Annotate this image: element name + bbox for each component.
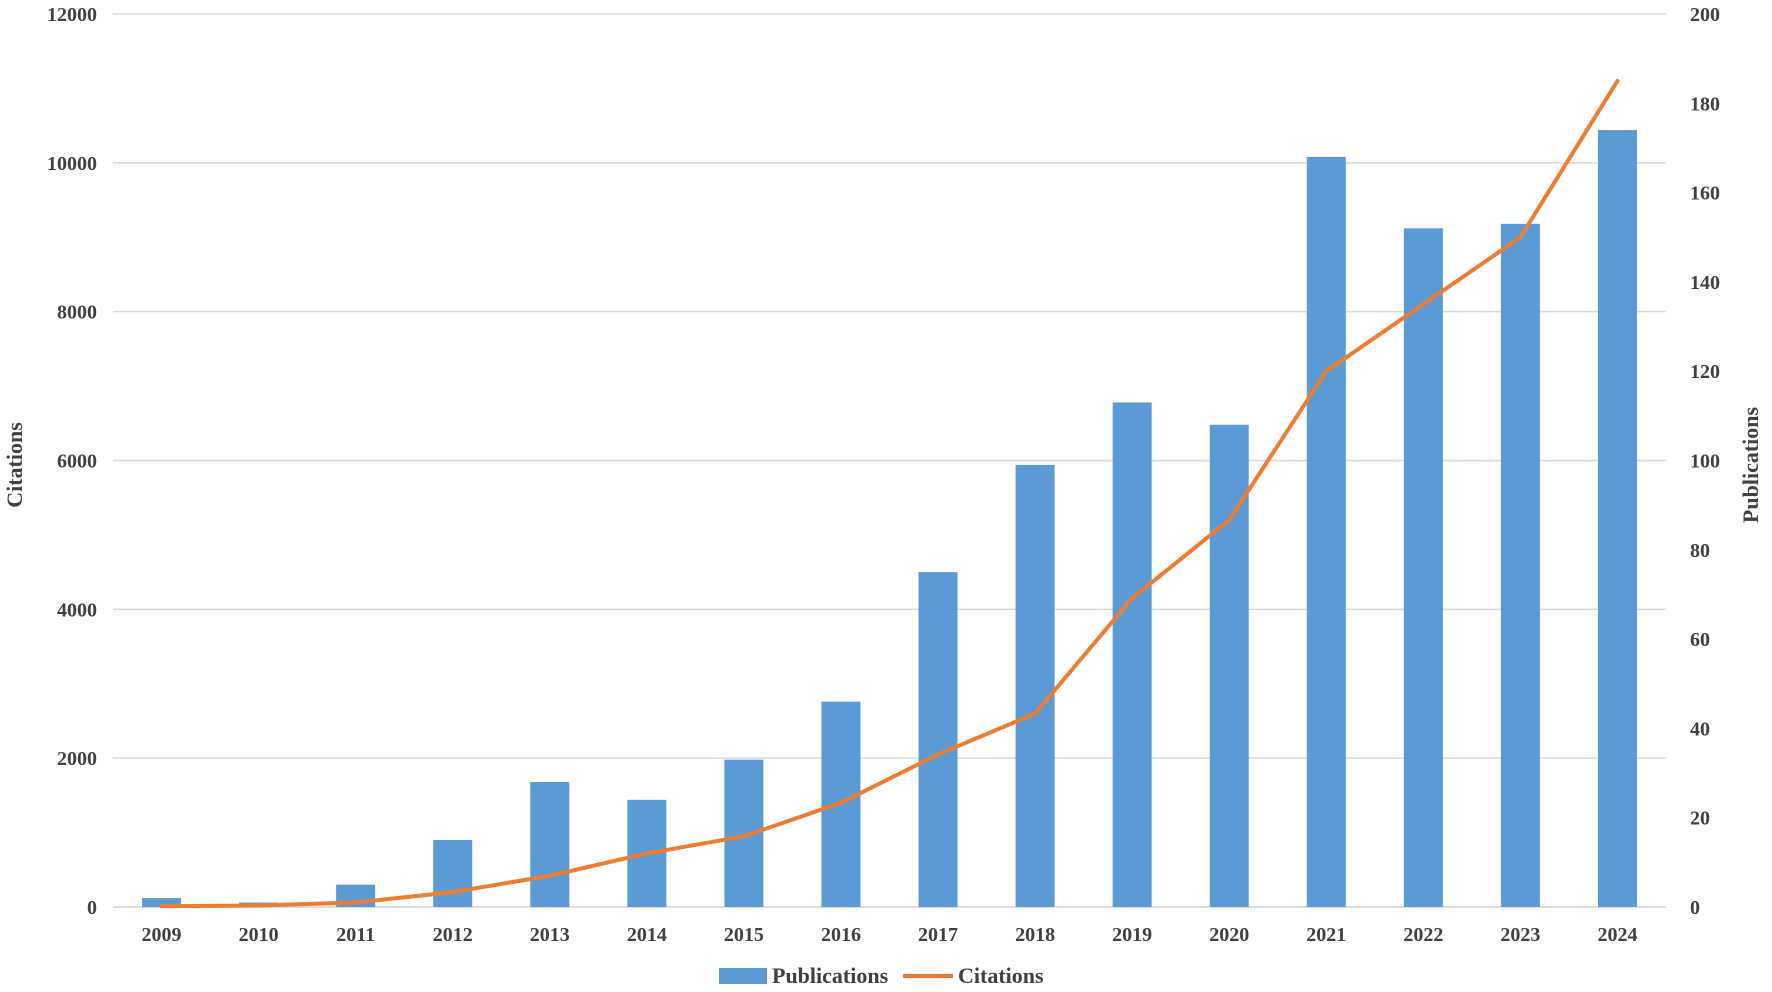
publications-bar (1403, 228, 1443, 907)
left-tick-label: 0 (87, 897, 97, 919)
left-tick-label: 12000 (47, 4, 97, 26)
left-tick-label: 6000 (57, 451, 97, 473)
x-tick-label: 2017 (918, 924, 958, 946)
x-tick-label: 2013 (530, 924, 570, 946)
x-tick-label: 2010 (239, 924, 279, 946)
x-tick-label: 2024 (1597, 924, 1637, 946)
publications-bar (918, 572, 958, 907)
x-tick-label: 2014 (627, 924, 667, 946)
publications-bar (433, 840, 473, 907)
right-tick-label: 60 (1690, 629, 1710, 651)
legend-citations-label: Citations (958, 963, 1044, 988)
left-axis-ticks: 0 2000 4000 6000 8000 10000 12000 (47, 4, 97, 919)
right-tick-label: 80 (1690, 540, 1710, 562)
x-tick-label: 2018 (1015, 924, 1055, 946)
right-tick-label: 40 (1690, 718, 1710, 740)
x-tick-label: 2015 (724, 924, 764, 946)
x-tick-label: 2009 (142, 924, 182, 946)
left-tick-label: 10000 (47, 153, 97, 175)
publications-bar (142, 898, 182, 907)
x-tick-label: 2022 (1403, 924, 1443, 946)
right-tick-label: 0 (1690, 897, 1700, 919)
gridlines (113, 13, 1666, 908)
right-tick-label: 120 (1690, 361, 1720, 383)
left-tick-label: 2000 (57, 748, 97, 770)
x-tick-label: 2023 (1500, 924, 1540, 946)
publications-bar (1500, 223, 1540, 908)
publications-bar (1209, 424, 1249, 907)
x-tick-label: 2021 (1306, 924, 1346, 946)
x-tick-label: 2012 (433, 924, 473, 946)
right-tick-label: 140 (1690, 272, 1720, 294)
x-tick-label: 2016 (821, 924, 861, 946)
legend: Publications Citations (719, 963, 1044, 988)
right-axis-ticks: 0 20 40 60 80 100 120 140 160 180 200 (1690, 4, 1720, 919)
legend-publications-label: Publications (772, 963, 889, 988)
right-tick-label: 160 (1690, 183, 1720, 205)
citations-line-layer (159, 78, 1620, 909)
publications-bars (142, 130, 1637, 908)
x-tick-label: 2020 (1209, 924, 1249, 946)
x-axis-ticks: 2009 2010 2011 2012 2013 2014 2015 2016 2017 2018… (142, 924, 1638, 946)
x-tick-label: 2019 (1112, 924, 1152, 946)
legend-publications-swatch (719, 968, 767, 984)
right-tick-label: 180 (1690, 93, 1720, 115)
right-tick-label: 200 (1690, 4, 1720, 26)
publications-bar (1015, 464, 1055, 907)
right-axis-title: Publications (1738, 406, 1763, 523)
publications-bar (530, 781, 570, 907)
x-tick-label: 2011 (336, 924, 375, 946)
right-tick-label: 100 (1690, 451, 1720, 473)
publications-bar (1306, 156, 1346, 907)
right-tick-label: 20 (1690, 808, 1710, 830)
left-tick-label: 4000 (57, 599, 97, 621)
left-axis-title: Citations (2, 422, 27, 508)
citations-line (159, 78, 1620, 909)
publications-bar (1597, 130, 1637, 908)
publications-bar (1112, 402, 1152, 907)
left-tick-label: 8000 (57, 302, 97, 324)
